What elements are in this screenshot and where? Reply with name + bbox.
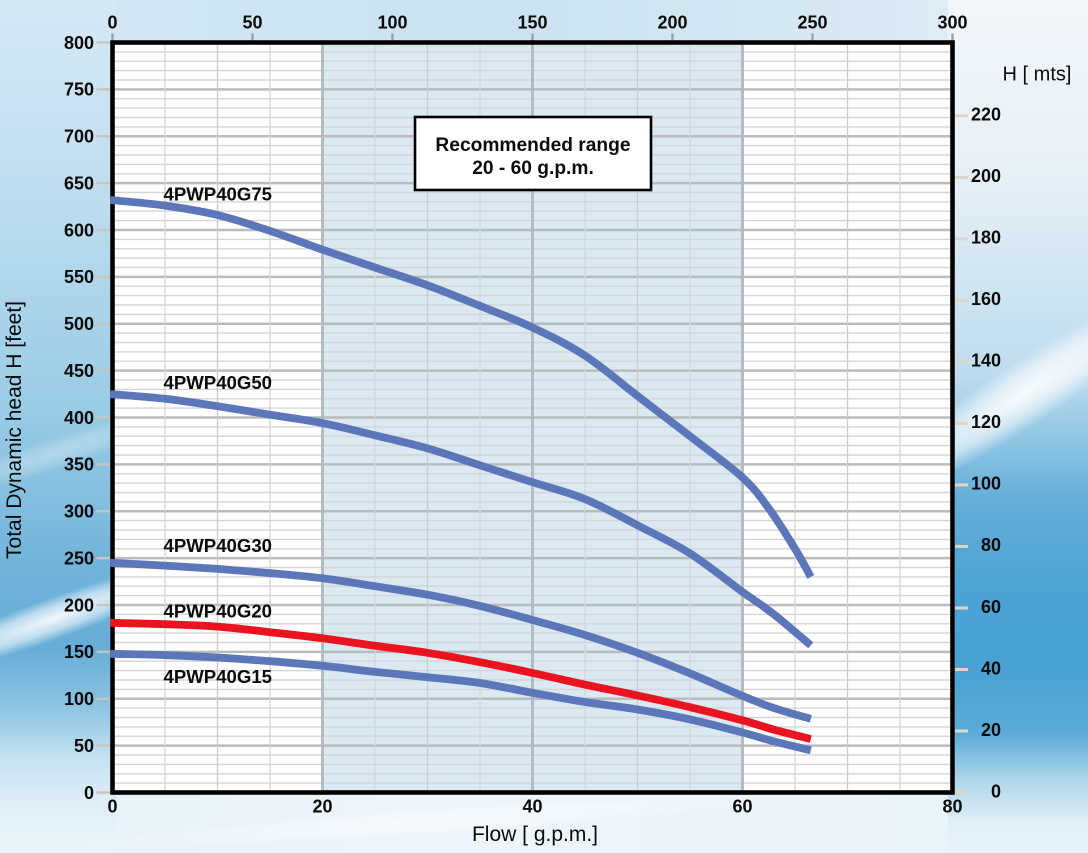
svg-text:80: 80 xyxy=(981,535,1001,555)
svg-text:20: 20 xyxy=(312,796,332,816)
svg-text:Total Dynamic head H [feet]: Total Dynamic head H [feet] xyxy=(3,301,26,559)
svg-text:150: 150 xyxy=(517,13,547,33)
svg-text:450: 450 xyxy=(64,361,94,381)
svg-text:0: 0 xyxy=(991,781,1001,801)
svg-text:Flow [ g.p.m.]: Flow [ g.p.m.] xyxy=(472,823,598,846)
svg-text:250: 250 xyxy=(64,548,94,568)
svg-text:140: 140 xyxy=(971,351,1001,371)
svg-text:4PWP40G30: 4PWP40G30 xyxy=(164,535,273,556)
svg-text:0: 0 xyxy=(107,13,117,33)
svg-text:700: 700 xyxy=(64,127,94,147)
svg-text:100: 100 xyxy=(971,474,1001,494)
svg-text:550: 550 xyxy=(64,267,94,287)
svg-text:H [ mts]: H [ mts] xyxy=(1003,64,1072,86)
svg-text:4PWP40G50: 4PWP40G50 xyxy=(164,372,273,393)
svg-text:0: 0 xyxy=(84,783,94,803)
svg-text:0: 0 xyxy=(107,796,117,816)
svg-text:50: 50 xyxy=(242,13,262,33)
svg-text:600: 600 xyxy=(64,220,94,240)
svg-text:350: 350 xyxy=(64,455,94,475)
svg-text:4PWP40G75: 4PWP40G75 xyxy=(164,184,273,205)
svg-text:4PWP40G20: 4PWP40G20 xyxy=(164,601,273,622)
svg-text:400: 400 xyxy=(64,408,94,428)
svg-text:20: 20 xyxy=(981,720,1001,740)
svg-text:200: 200 xyxy=(64,595,94,615)
svg-text:60: 60 xyxy=(981,597,1001,617)
svg-text:650: 650 xyxy=(64,173,94,193)
svg-text:Recommended range: Recommended range xyxy=(435,135,630,156)
svg-text:20 - 60 g.p.m.: 20 - 60 g.p.m. xyxy=(472,158,594,179)
svg-text:60: 60 xyxy=(732,796,752,816)
svg-text:200: 200 xyxy=(657,13,687,33)
svg-text:80: 80 xyxy=(942,796,962,816)
svg-text:300: 300 xyxy=(64,502,94,522)
svg-text:500: 500 xyxy=(64,314,94,334)
svg-text:250: 250 xyxy=(797,13,827,33)
svg-text:150: 150 xyxy=(64,642,94,662)
svg-text:750: 750 xyxy=(64,80,94,100)
svg-text:160: 160 xyxy=(971,289,1001,309)
svg-text:120: 120 xyxy=(971,412,1001,432)
svg-text:180: 180 xyxy=(971,228,1001,248)
svg-text:100: 100 xyxy=(64,689,94,709)
svg-text:220: 220 xyxy=(971,105,1001,125)
svg-text:800: 800 xyxy=(64,33,94,53)
svg-text:200: 200 xyxy=(971,166,1001,186)
svg-text:50: 50 xyxy=(74,736,94,756)
svg-text:4PWP40G15: 4PWP40G15 xyxy=(164,666,273,687)
svg-text:40: 40 xyxy=(981,658,1001,678)
svg-text:100: 100 xyxy=(377,13,407,33)
svg-text:300: 300 xyxy=(937,13,967,33)
svg-text:40: 40 xyxy=(522,796,542,816)
